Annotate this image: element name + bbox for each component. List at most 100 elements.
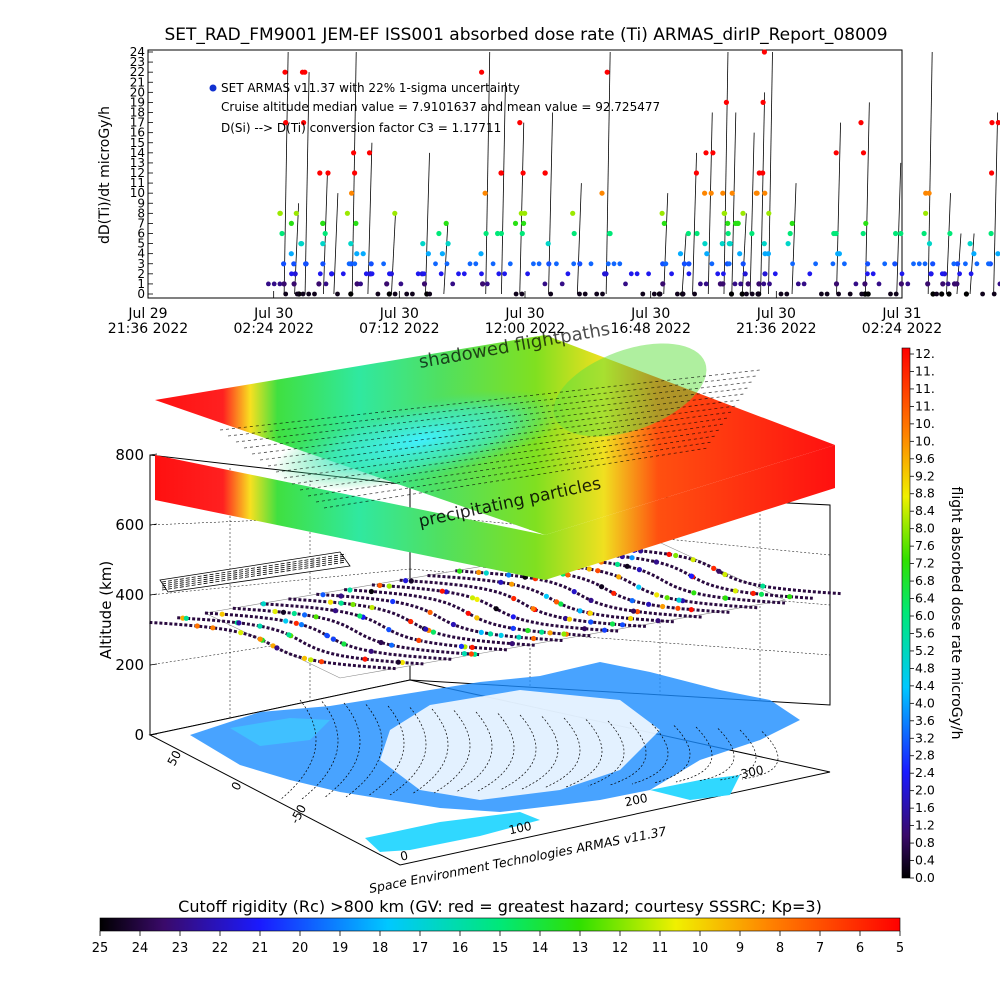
y-tick-label: 24	[130, 45, 145, 59]
y-tick-label: 0	[137, 287, 145, 301]
dose-point	[744, 291, 749, 297]
y-tick-label: 8	[137, 206, 145, 220]
dose-point	[926, 241, 933, 247]
legend-line-1: SET ARMAS v11.37 with 22% 1-sigma uncert…	[221, 81, 520, 95]
dose-point	[686, 271, 692, 277]
dose-point	[294, 291, 300, 297]
dose-point	[375, 291, 381, 297]
orbit-dose-point	[439, 588, 445, 594]
dose-point	[725, 220, 731, 226]
dose-point	[692, 291, 697, 297]
orbit-dose-point	[586, 566, 592, 572]
orbit-dose-point	[611, 590, 617, 596]
slab-top-highlight	[273, 389, 567, 491]
ground-track-line	[345, 704, 383, 798]
dose-point	[369, 271, 375, 277]
dose-colorbar-tick-label: 2.0	[915, 783, 935, 798]
orbit-dose-point	[469, 595, 476, 601]
dose-point	[723, 99, 730, 105]
dose-point	[421, 271, 427, 277]
z-tick	[149, 733, 158, 736]
x-tick-label-bottom: 02:24 2022	[233, 321, 313, 337]
dose-point	[291, 281, 297, 287]
orbit-dose-point	[395, 659, 401, 665]
y-tick-label: 23	[130, 55, 145, 69]
legend-line-3: D(Si) --> D(Ti) conversion factor C3 = 1…	[221, 121, 501, 135]
ground-track-line	[323, 702, 361, 799]
orbit-track	[316, 592, 563, 642]
dose-point	[995, 120, 1000, 126]
orbit-dose-point	[461, 651, 467, 657]
orbit-dose-point	[330, 636, 336, 642]
orbit-dose-point	[469, 644, 475, 651]
dose-point	[461, 271, 467, 277]
dose-point	[760, 170, 766, 176]
dose-point	[893, 230, 899, 237]
orbit-track	[399, 578, 646, 628]
dose-point	[354, 251, 360, 257]
orbit-band-line	[161, 557, 347, 587]
orbit-dose-point	[403, 578, 409, 584]
dose-point	[600, 291, 605, 297]
dose-point	[623, 281, 628, 287]
dose-point	[680, 291, 686, 297]
rigidity-colorbar-tick-label: 20	[292, 941, 309, 956]
x-tick-label-bottom: 07:12 2022	[359, 321, 439, 337]
dose-point	[738, 281, 744, 287]
dose-point	[833, 281, 840, 287]
z-tick	[149, 523, 158, 526]
dose-point	[404, 291, 410, 297]
x-tick-label-bottom: 21:36 2022	[736, 321, 816, 337]
orbit-dose-point	[547, 630, 553, 636]
rigidity-colorbar-tick-label: 11	[652, 941, 669, 956]
dose-point	[387, 271, 392, 277]
orbit-dose-point	[553, 599, 560, 605]
dose-spike	[425, 152, 430, 295]
dose-point	[860, 230, 866, 237]
dose-point	[930, 261, 936, 267]
orbit-dose-point	[675, 605, 681, 611]
z-axis-label: Altitude (km)	[97, 561, 115, 659]
orbit-dose-point	[468, 651, 474, 657]
dose-point	[577, 291, 582, 297]
dose-point	[719, 241, 725, 247]
dose-point	[415, 271, 421, 277]
dose-point	[925, 281, 931, 287]
dose-point	[833, 150, 839, 156]
orbit-dose-point	[506, 572, 512, 578]
orbit-dose-point	[530, 606, 536, 612]
dose-point	[766, 210, 772, 216]
dose-point	[660, 281, 666, 287]
dose-point	[957, 271, 962, 277]
dose-point	[381, 261, 386, 267]
dose-point	[588, 261, 594, 267]
rigidity-colorbar-tick-label: 25	[92, 941, 109, 956]
dose-point	[498, 230, 504, 237]
orbit-dose-point	[368, 648, 374, 654]
dose-point	[444, 261, 450, 267]
y-tick-label: 17	[130, 116, 145, 130]
dose-colorbar-tick-label: 6.0	[915, 608, 935, 623]
y-tick-label: 14	[130, 146, 145, 160]
dose-point	[439, 251, 445, 257]
dose-point	[675, 291, 680, 297]
orbit-dose-point	[525, 627, 531, 634]
y-tick-label: 6	[137, 227, 145, 241]
z-tick	[149, 593, 158, 596]
dose-point	[756, 281, 762, 287]
dose-point	[989, 170, 995, 176]
lat-tick-label: 50	[165, 748, 185, 768]
orbit-dose-point	[595, 568, 601, 574]
orbit-dose-point	[510, 614, 516, 620]
y-tick-label: 10	[130, 186, 145, 200]
orbit-dose-point	[758, 591, 765, 597]
dose-colorbar-tick-label: 7.6	[915, 538, 935, 553]
dose-colorbar-tick-label: 5.2	[915, 643, 935, 658]
dose-point	[923, 210, 929, 216]
legend-marker	[209, 84, 217, 92]
dose-point	[888, 291, 893, 297]
lon-tick-label: 200	[624, 791, 649, 809]
dose-point	[628, 271, 634, 277]
dose-point	[865, 291, 871, 297]
